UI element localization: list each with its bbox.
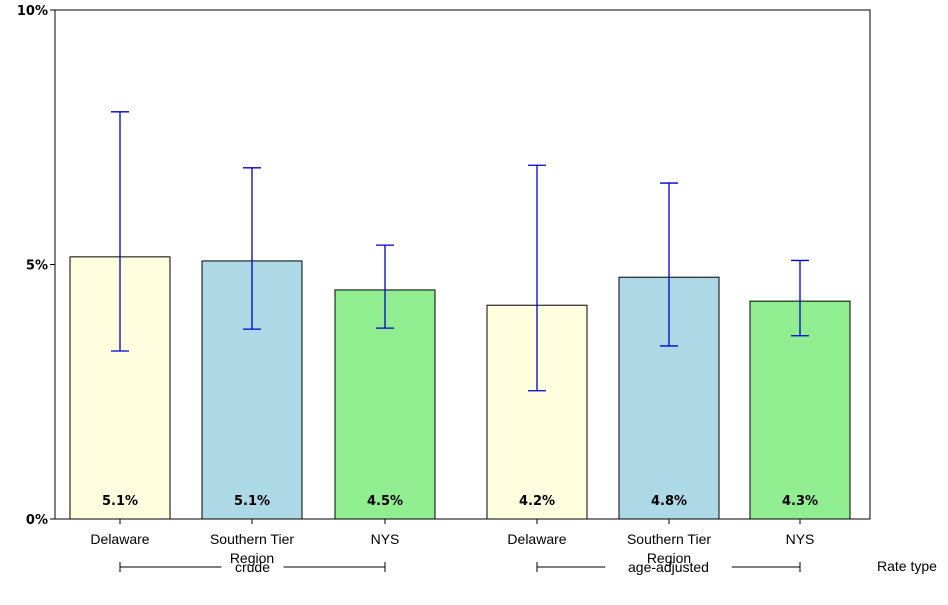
group-label: age-adjusted xyxy=(628,559,709,575)
x-tick-label: NYS xyxy=(371,531,400,547)
y-tick-label: 10% xyxy=(17,4,48,19)
data-label: 5.1% xyxy=(234,494,270,509)
y-tick-label: 0% xyxy=(26,513,48,528)
data-labels-layer: 5.1% 5.1% 4.5% 4.2% 4.8% 4.3% xyxy=(102,494,818,509)
group-axis: crude age-adjusted xyxy=(119,559,801,575)
x-tick-label: Region xyxy=(230,550,274,566)
x-axis-categories: Delaware Southern Tier Region NYS Delaware So… xyxy=(90,519,814,566)
x-tick-label: NYS xyxy=(786,531,815,547)
data-label: 4.3% xyxy=(782,494,818,509)
plot-frame xyxy=(54,9,871,520)
y-tick-label: 5% xyxy=(26,259,48,274)
data-label: 5.1% xyxy=(102,494,138,509)
error-bars-layer xyxy=(111,111,809,392)
group-label: crude xyxy=(235,559,270,575)
data-label: 4.2% xyxy=(519,494,555,509)
x-tick-label: Region xyxy=(647,550,691,566)
x-tick-label: Delaware xyxy=(507,531,566,547)
data-label: 4.5% xyxy=(367,494,403,509)
bars-layer xyxy=(69,256,851,520)
x-tick-label: Delaware xyxy=(90,531,149,547)
x-tick-label: Southern Tier xyxy=(210,531,294,547)
group-axis-label: Rate type xyxy=(877,558,937,574)
y-axis: 0% 5% 10% xyxy=(17,4,55,528)
x-tick-label: Southern Tier xyxy=(627,531,711,547)
data-label: 4.8% xyxy=(651,494,687,509)
